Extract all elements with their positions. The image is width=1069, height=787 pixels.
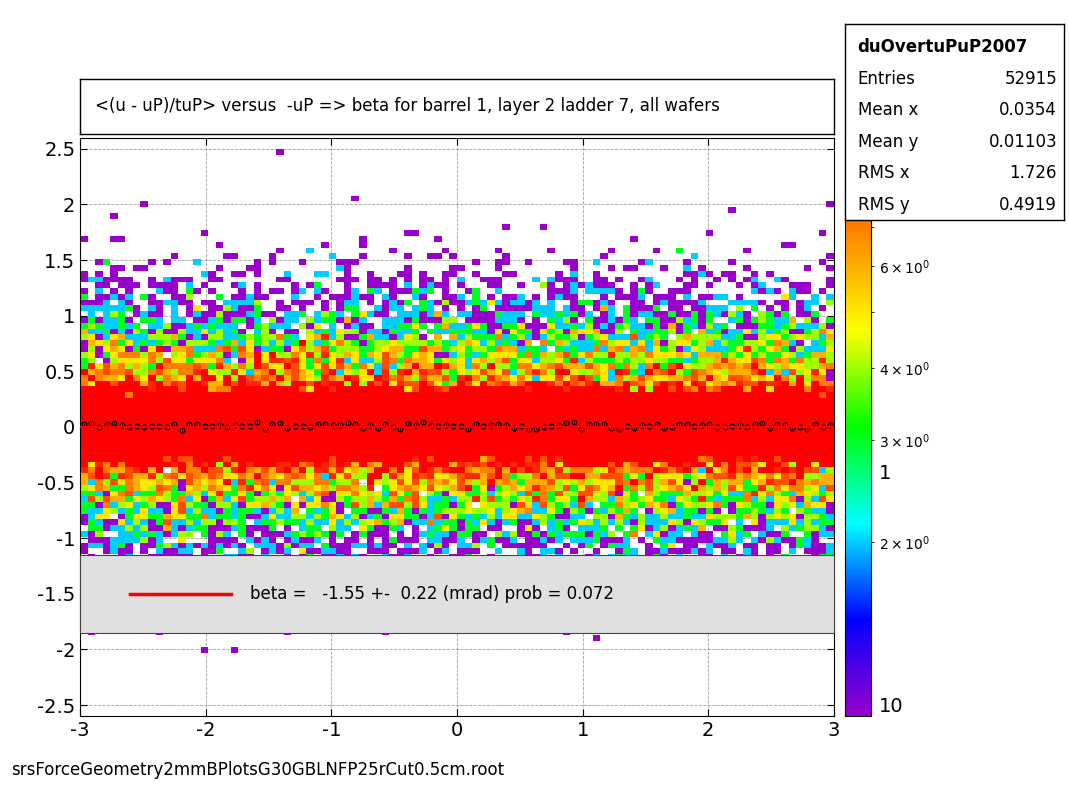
- Text: RMS x: RMS x: [857, 164, 910, 182]
- Text: Mean x: Mean x: [857, 102, 918, 119]
- Text: 0.01103: 0.01103: [989, 133, 1057, 150]
- Text: 1.726: 1.726: [1009, 164, 1057, 182]
- Text: <(u - uP)/tuP> versus  -uP => beta for barrel 1, layer 2 ladder 7, all wafers: <(u - uP)/tuP> versus -uP => beta for ba…: [95, 98, 721, 115]
- Text: 52915: 52915: [1005, 70, 1057, 87]
- Text: 10: 10: [879, 138, 904, 157]
- Text: srsForceGeometry2mmBPlotsG30GBLNFP25rCut0.5cm.root: srsForceGeometry2mmBPlotsG30GBLNFP25rCut…: [11, 761, 503, 779]
- Bar: [80, 555, 834, 633]
- Text: beta =   -1.55 +-  0.22 (mrad) prob = 0.072: beta = -1.55 +- 0.22 (mrad) prob = 0.072: [250, 585, 614, 603]
- Text: Mean y: Mean y: [857, 133, 918, 150]
- Text: RMS y: RMS y: [857, 196, 910, 213]
- Text: Entries: Entries: [857, 70, 915, 87]
- Text: 10: 10: [879, 697, 904, 716]
- Text: duOvertuPuP2007: duOvertuPuP2007: [857, 39, 1028, 56]
- Text: 0.4919: 0.4919: [1000, 196, 1057, 213]
- Text: 0.0354: 0.0354: [1000, 102, 1057, 119]
- Text: 1: 1: [879, 464, 892, 482]
